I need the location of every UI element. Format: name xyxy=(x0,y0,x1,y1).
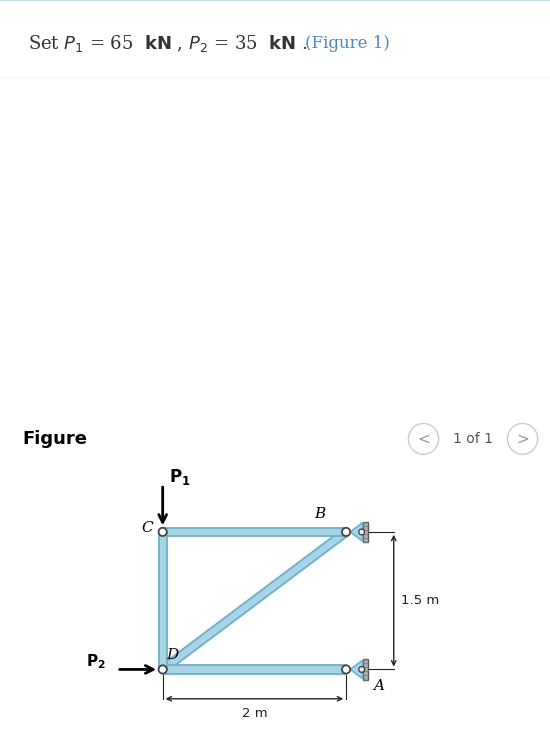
Polygon shape xyxy=(160,529,349,673)
Text: C: C xyxy=(142,521,153,536)
Text: A: A xyxy=(373,678,384,692)
Polygon shape xyxy=(158,532,167,669)
Text: (Figure 1): (Figure 1) xyxy=(305,35,390,52)
Polygon shape xyxy=(362,660,368,680)
Text: $\mathbf{P_1}$: $\mathbf{P_1}$ xyxy=(169,467,191,487)
Polygon shape xyxy=(163,666,346,674)
Text: Figure: Figure xyxy=(22,430,87,448)
Polygon shape xyxy=(163,528,346,536)
Text: >: > xyxy=(516,431,529,447)
Text: <: < xyxy=(417,431,430,447)
Polygon shape xyxy=(362,522,368,542)
Ellipse shape xyxy=(408,424,439,454)
Text: 1.5 m: 1.5 m xyxy=(401,594,439,607)
Text: $\mathbf{P_2}$: $\mathbf{P_2}$ xyxy=(86,653,106,672)
Text: B: B xyxy=(315,507,326,521)
Polygon shape xyxy=(350,660,362,678)
Circle shape xyxy=(359,666,365,672)
Text: Set $P_1$ = 65  $\mathbf{kN}$ , $P_2$ = 35  $\mathbf{kN}$ .: Set $P_1$ = 65 $\mathbf{kN}$ , $P_2$ = 3… xyxy=(28,34,307,55)
Text: D: D xyxy=(166,648,179,662)
Circle shape xyxy=(158,528,167,536)
Circle shape xyxy=(359,529,365,535)
Text: 2 m: 2 m xyxy=(241,707,267,720)
Ellipse shape xyxy=(507,424,538,454)
Circle shape xyxy=(158,666,167,674)
Text: 1 of 1: 1 of 1 xyxy=(453,432,493,446)
Polygon shape xyxy=(350,523,362,541)
Circle shape xyxy=(342,528,350,536)
Circle shape xyxy=(342,666,350,674)
